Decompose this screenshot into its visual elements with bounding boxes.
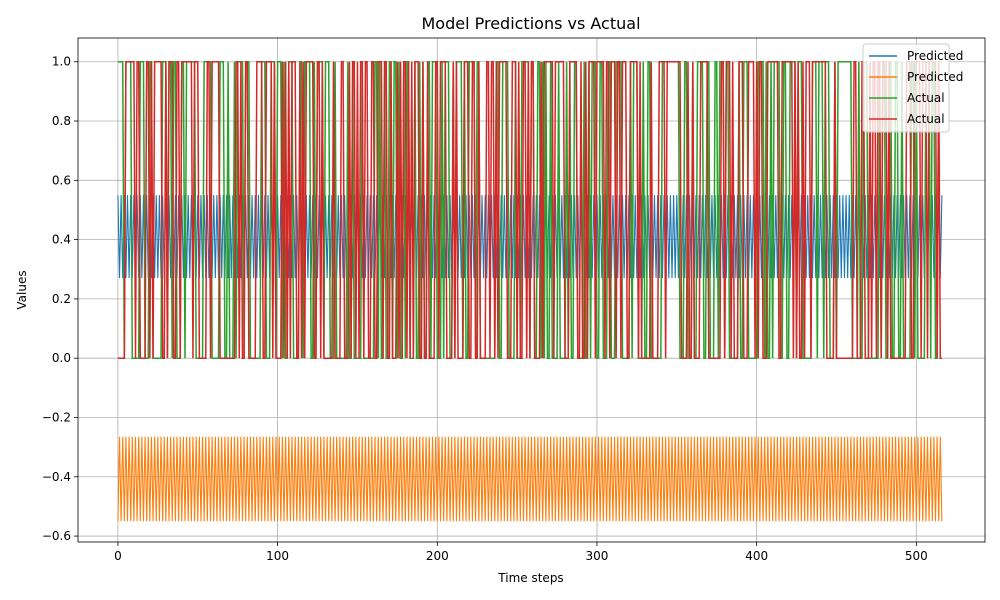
x-tick-label: 300 [586, 549, 609, 563]
legend-entry: Predicted [907, 70, 963, 84]
ticks: 0 100 200 300 400 500 −0.6 −0.4 −0.2 0.0 0.2 0.4 0.6… [42, 55, 928, 563]
y-tick-label: 0.8 [52, 114, 71, 128]
y-tick-label: 1.0 [52, 55, 71, 69]
y-tick-label: −0.2 [42, 410, 71, 424]
y-tick-label: −0.4 [42, 470, 71, 484]
plot-frame [77, 37, 986, 543]
x-tick-label: 200 [426, 549, 449, 563]
y-tick-label: −0.6 [42, 529, 71, 543]
legend-entry: Actual [907, 112, 945, 126]
x-axis-label: Time steps [497, 571, 563, 585]
y-tick-label: 0.6 [52, 173, 71, 187]
x-tick-label: 500 [905, 549, 928, 563]
y-axis-label: Values [15, 270, 29, 309]
legend: Predicted Predicted Actual Actual [862, 43, 963, 133]
y-tick-label: 0.4 [52, 233, 71, 247]
series-line-1 [117, 436, 943, 522]
x-tick-label: 400 [745, 549, 768, 563]
y-tick-label: 0.2 [52, 292, 71, 306]
series-layer [117, 60, 943, 522]
x-tick-label: 0 [114, 549, 122, 563]
series-line-3 [117, 60, 942, 359]
x-tick-label: 100 [266, 549, 289, 563]
chart-title: Model Predictions vs Actual [421, 14, 640, 33]
legend-entry: Actual [907, 91, 945, 105]
y-tick-label: 0.0 [52, 351, 71, 365]
legend-box [862, 43, 950, 133]
legend-entry: Predicted [907, 49, 963, 63]
series-line-0 [117, 195, 943, 279]
